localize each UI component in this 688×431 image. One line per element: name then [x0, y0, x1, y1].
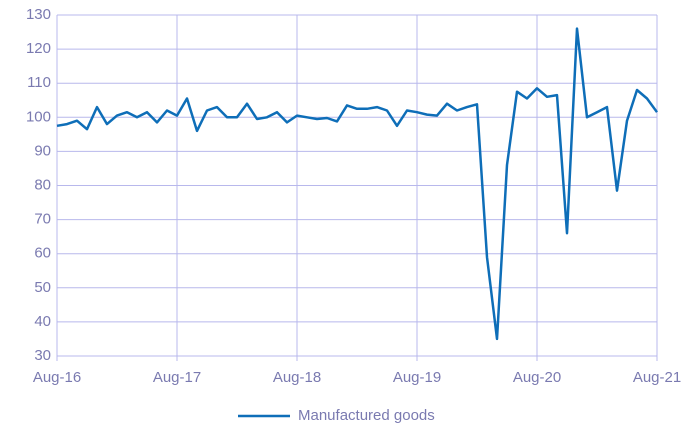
x-tick-label: Aug-20: [513, 369, 561, 386]
y-tick-label: 120: [26, 40, 51, 57]
data-line: [56, 27, 659, 341]
y-tick-label: 130: [26, 6, 51, 23]
y-tick-label: 30: [34, 347, 51, 364]
y-tick-label: 90: [34, 142, 51, 159]
y-tick-label: 50: [34, 279, 51, 296]
y-tick-label: 40: [34, 313, 51, 330]
x-tick-label: Aug-21: [633, 369, 681, 386]
x-tick-label: Aug-17: [153, 369, 201, 386]
x-tick-label: Aug-19: [393, 369, 441, 386]
y-tick-label: 70: [34, 211, 51, 228]
legend-label: Manufactured goods: [298, 407, 435, 424]
y-tick-label: 60: [34, 245, 51, 262]
y-tick-label: 100: [26, 108, 51, 125]
y-tick-label: 80: [34, 176, 51, 193]
x-tick-label: Aug-16: [33, 369, 81, 386]
x-tick-label: Aug-18: [273, 369, 321, 386]
y-tick-label: 110: [27, 74, 51, 91]
